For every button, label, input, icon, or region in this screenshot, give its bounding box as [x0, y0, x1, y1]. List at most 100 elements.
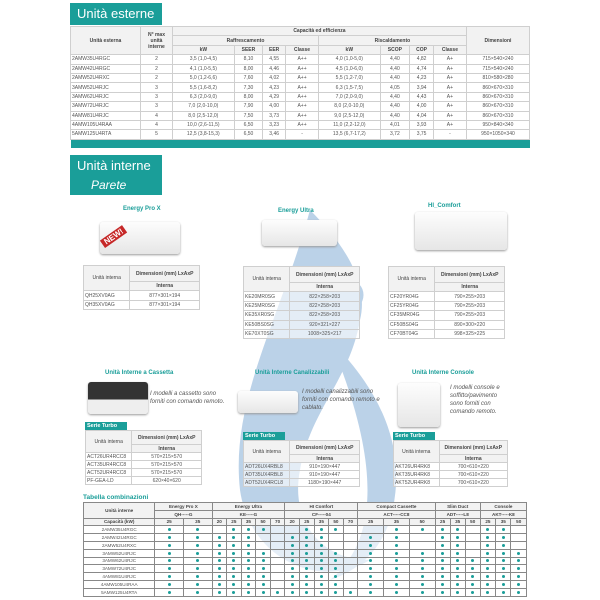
combination-cell: [211, 540, 228, 550]
combination-cell: [255, 556, 271, 566]
compatible-dot-icon: [261, 567, 265, 571]
col-dim: Dimensioni (mm) LxAxP: [129, 265, 200, 282]
compatible-dot-icon: [456, 551, 460, 555]
combination-cell: [154, 525, 184, 535]
table-cell: 8,10: [233, 54, 264, 65]
table-cell: 860×670×310: [465, 101, 531, 112]
table-cell: 4,23: [409, 72, 434, 84]
group-name: Console: [479, 502, 528, 511]
table-cell: 950×1050×340: [465, 129, 531, 140]
table-cell: 4,40: [379, 101, 411, 112]
compatible-dot-icon: [420, 590, 424, 594]
table-row: 5AMW125U4RTA 5 12,5 (3,8-15,3) 6,50 3,46-13,…: [70, 129, 531, 140]
compatible-dot-icon: [334, 551, 338, 555]
table-row: CF50BS04G 890×300×220: [387, 319, 505, 330]
compatible-dot-icon: [319, 551, 323, 555]
compatible-dot-icon: [196, 551, 200, 555]
compatible-dot-icon: [246, 536, 250, 540]
compatible-dot-icon: [290, 590, 294, 594]
compatible-dot-icon: [217, 582, 221, 586]
product-name: Unità Interne Canalizzabili: [255, 370, 330, 376]
combination-cell: [313, 525, 330, 535]
table-cell: 4,23: [262, 82, 287, 93]
compatible-dot-icon: [471, 567, 475, 571]
outdoor-title-text: Unità esterne: [77, 6, 155, 21]
table-row: 2AMW35U4RGC: [82, 525, 527, 535]
col-eer: EER: [262, 44, 287, 56]
wall-unit-image: [262, 220, 337, 246]
capacity-cell: 70: [269, 517, 286, 527]
dim-cell: 570×215×570: [131, 452, 202, 461]
product-name: Unità Interne a Cassetta: [105, 370, 174, 376]
compatible-dot-icon: [441, 528, 445, 532]
table-cell: 4,01: [379, 119, 411, 131]
table-cell: 3,5 (1,0-4,5): [172, 54, 235, 65]
table-cell: 4,46: [262, 63, 287, 74]
compatible-dot-icon: [486, 528, 490, 532]
dim-cell: 620×40×620: [131, 476, 202, 485]
table-cell: 9,0 (2,5-12,0): [317, 110, 381, 121]
combination-cell: [240, 548, 257, 558]
combination-cell: [328, 564, 344, 574]
compatible-dot-icon: [305, 590, 309, 594]
group-code: ACT-----CC8: [357, 509, 436, 519]
compatible-dot-icon: [196, 543, 200, 547]
table-cell: A++: [285, 63, 319, 74]
combination-cell: [495, 533, 512, 542]
compatible-dot-icon: [471, 559, 475, 563]
compatible-dot-icon: [420, 528, 424, 532]
compatible-dot-icon: [217, 536, 221, 540]
compatible-dot-icon: [261, 551, 265, 555]
combination-cell: [154, 533, 184, 542]
dim-cell: 822×258×203: [289, 310, 360, 321]
col-dim: Dimensioni (mm) LxAxP: [438, 440, 509, 455]
combination-cell: [240, 533, 257, 542]
combination-cell: [255, 540, 271, 550]
model-cell: QH35XV0AG: [82, 299, 131, 311]
combination-cell: [357, 540, 385, 550]
model-cell: ACT26UR4RCC8: [84, 452, 133, 461]
table-cell: 8,00: [233, 63, 264, 74]
combination-cell: [211, 564, 228, 574]
compatible-dot-icon: [276, 590, 280, 594]
table-cell: 3: [140, 82, 173, 93]
compatible-dot-icon: [394, 567, 398, 571]
table-row: ADT26UX4RBL8 910×190×447: [242, 462, 360, 471]
col-kw: kW: [172, 44, 235, 56]
combination-cell: [479, 564, 497, 574]
product-note: I modelli a cassetto sono forniti con co…: [150, 391, 225, 405]
compatible-dot-icon: [305, 536, 309, 540]
combination-cell: [154, 548, 184, 558]
table-cell: 3,75: [409, 129, 434, 140]
table-row: 3AMW72U4RJC 3 7,0 (2,0-10,0) 7,90 4,00 A++ 8,0…: [70, 101, 531, 112]
compatible-dot-icon: [394, 582, 398, 586]
combination-cell: [154, 556, 184, 566]
combination-cell: [342, 540, 359, 550]
combination-cell: [269, 564, 286, 574]
table-row: QH35XV0AG 877×301×194: [82, 299, 200, 311]
compatible-dot-icon: [486, 551, 490, 555]
combination-cell: [479, 572, 497, 581]
compatible-dot-icon: [456, 528, 460, 532]
col-dim: Dimensioni (mm) LxAxP: [289, 266, 360, 283]
table-cell: 3,72: [379, 129, 411, 140]
table-cell: 6,3 (1,5-7,5): [317, 82, 381, 93]
table-row: ACT52UR4RCC8 570×215×570: [84, 468, 202, 477]
table-cell: A+: [432, 54, 467, 65]
combination-cell: [284, 548, 300, 558]
table-row: 4AMW81U4RJC: [82, 572, 527, 581]
compatible-dot-icon: [501, 590, 505, 594]
compatible-dot-icon: [319, 528, 323, 532]
compatible-dot-icon: [456, 575, 460, 579]
dim-cell: 1008×325×217: [289, 328, 360, 340]
table-cell: 4,04: [409, 110, 434, 121]
combination-cell: [211, 525, 228, 535]
table-row: 2AMW42U4RGC 2 4,1 (1,0-5,5) 8,00 4,46 A++ 4,5 …: [70, 63, 531, 74]
capacity-cell: 50: [328, 517, 344, 527]
col-dim: Dimensioni: [465, 25, 531, 56]
combination-cell: [510, 525, 527, 535]
combination-cell: [408, 556, 436, 566]
dim-cell: 1180×190×447: [289, 478, 360, 487]
table-cell: A+: [432, 72, 467, 84]
combination-cell: [226, 587, 242, 597]
